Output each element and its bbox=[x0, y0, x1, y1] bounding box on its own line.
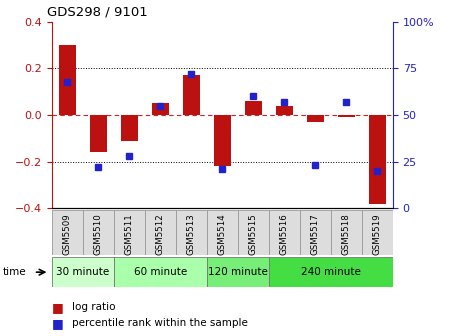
Text: log ratio: log ratio bbox=[72, 302, 115, 312]
Bar bbox=[307, 115, 324, 122]
Bar bbox=[245, 101, 262, 115]
Bar bbox=[152, 103, 169, 115]
Bar bbox=[238, 210, 269, 255]
Text: ■: ■ bbox=[52, 317, 63, 330]
Text: GSM5513: GSM5513 bbox=[187, 214, 196, 255]
Bar bbox=[338, 115, 355, 117]
Bar bbox=[52, 210, 83, 255]
Text: ■: ■ bbox=[52, 301, 63, 314]
Text: GSM5517: GSM5517 bbox=[311, 214, 320, 255]
Text: 60 minute: 60 minute bbox=[134, 267, 187, 277]
Text: 240 minute: 240 minute bbox=[301, 267, 361, 277]
Text: time: time bbox=[2, 267, 26, 277]
Bar bbox=[369, 115, 386, 204]
Bar bbox=[207, 257, 269, 287]
Text: GSM5510: GSM5510 bbox=[94, 214, 103, 255]
Bar bbox=[362, 210, 393, 255]
Bar bbox=[276, 106, 293, 115]
Bar bbox=[269, 210, 300, 255]
Bar bbox=[114, 257, 207, 287]
Text: GSM5519: GSM5519 bbox=[373, 214, 382, 255]
Bar bbox=[121, 115, 138, 141]
Text: GDS298 / 9101: GDS298 / 9101 bbox=[47, 5, 148, 18]
Bar bbox=[331, 210, 362, 255]
Bar bbox=[183, 76, 200, 115]
Bar bbox=[83, 210, 114, 255]
Bar bbox=[59, 45, 76, 115]
Text: 120 minute: 120 minute bbox=[208, 267, 268, 277]
Text: GSM5512: GSM5512 bbox=[156, 214, 165, 255]
Text: percentile rank within the sample: percentile rank within the sample bbox=[72, 318, 248, 328]
Bar bbox=[114, 210, 145, 255]
Text: GSM5514: GSM5514 bbox=[218, 214, 227, 255]
Text: GSM5515: GSM5515 bbox=[249, 214, 258, 255]
Text: GSM5509: GSM5509 bbox=[63, 214, 72, 255]
Bar bbox=[90, 115, 107, 153]
Text: GSM5511: GSM5511 bbox=[125, 214, 134, 255]
Text: GSM5516: GSM5516 bbox=[280, 214, 289, 255]
Text: GSM5518: GSM5518 bbox=[342, 214, 351, 255]
Bar bbox=[300, 210, 331, 255]
Bar bbox=[145, 210, 176, 255]
Text: 30 minute: 30 minute bbox=[56, 267, 109, 277]
Bar bbox=[176, 210, 207, 255]
Bar bbox=[207, 210, 238, 255]
Bar bbox=[269, 257, 393, 287]
Bar bbox=[214, 115, 231, 166]
Bar bbox=[52, 257, 114, 287]
